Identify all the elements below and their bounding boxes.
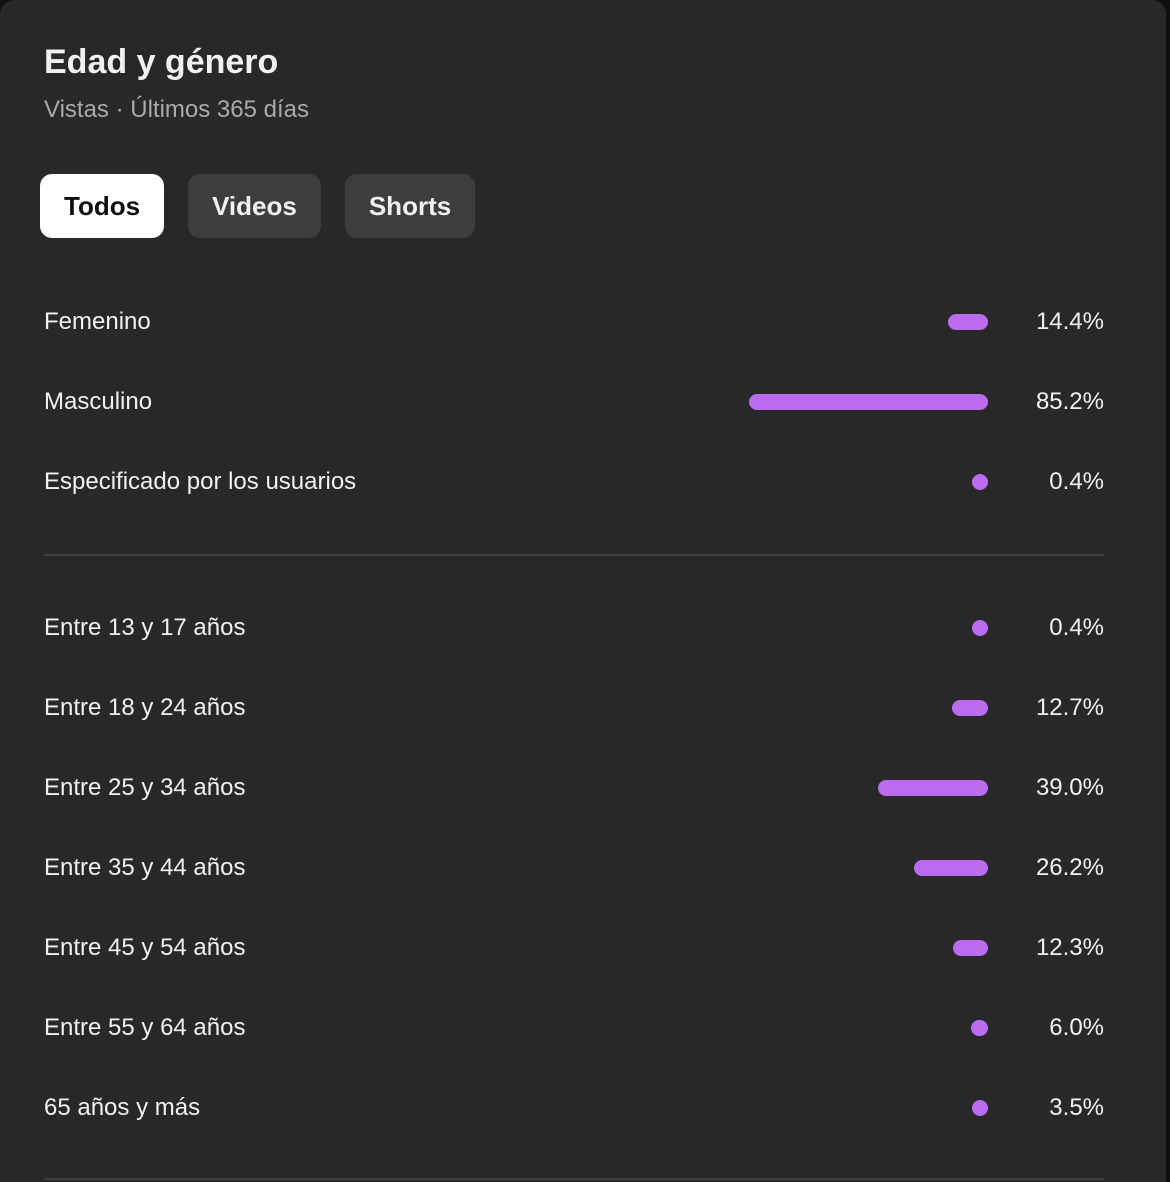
bar (878, 780, 988, 796)
card-subtitle: Vistas · Últimos 365 días (44, 96, 309, 123)
chart-row: Masculino 85.2% (44, 382, 1104, 422)
category-label: Entre 45 y 54 años (44, 934, 246, 961)
bar (972, 1100, 988, 1116)
chart-row: Entre 25 y 34 años 39.0% (44, 768, 1104, 808)
value-label: 0.4% (1049, 468, 1104, 495)
chart-row: Entre 45 y 54 años 12.3% (44, 928, 1104, 968)
value-label: 3.5% (1049, 1094, 1104, 1121)
bar (972, 474, 988, 490)
chart-row: Entre 18 y 24 años 12.7% (44, 688, 1104, 728)
bar (952, 700, 988, 716)
chart-row: Entre 55 y 64 años 6.0% (44, 1008, 1104, 1048)
chart-row: 65 años y más 3.5% (44, 1088, 1104, 1128)
category-label: Entre 55 y 64 años (44, 1014, 246, 1041)
value-label: 12.3% (1035, 934, 1104, 961)
tab-videos[interactable]: Videos (188, 174, 321, 238)
category-label: Femenino (44, 308, 151, 335)
tab-todos[interactable]: Todos (40, 174, 165, 238)
category-label: Entre 13 y 17 años (44, 614, 246, 641)
chart-row: Especificado por los usuarios 0.4% (44, 462, 1104, 502)
bar (972, 620, 988, 636)
value-label: 0.4% (1049, 614, 1104, 641)
value-label: 26.2% (1035, 854, 1104, 881)
filter-tabs: Todos Videos Shorts (40, 174, 476, 238)
card-title: Edad y género (44, 43, 279, 81)
chart-row: Entre 13 y 17 años 0.4% (44, 608, 1104, 648)
value-label: 14.4% (1035, 308, 1104, 335)
section-divider (44, 554, 1104, 556)
chart-row: Entre 35 y 44 años 26.2% (44, 848, 1104, 888)
bottom-divider (44, 1178, 1104, 1180)
bar (914, 860, 988, 876)
tab-shorts[interactable]: Shorts (344, 174, 476, 238)
bar (953, 940, 988, 956)
bar (748, 394, 988, 410)
value-label: 85.2% (1035, 388, 1104, 415)
value-label: 39.0% (1035, 774, 1104, 801)
bar (947, 314, 988, 330)
value-label: 6.0% (1049, 1014, 1104, 1041)
category-label: Especificado por los usuarios (44, 468, 357, 495)
value-label: 12.7% (1035, 694, 1104, 721)
bar (971, 1020, 988, 1036)
chart-row: Femenino 14.4% (44, 302, 1104, 342)
category-label: Entre 18 y 24 años (44, 694, 246, 721)
category-label: 65 años y más (44, 1094, 201, 1121)
category-label: Masculino (44, 388, 153, 415)
category-label: Entre 25 y 34 años (44, 774, 246, 801)
category-label: Entre 35 y 44 años (44, 854, 246, 881)
